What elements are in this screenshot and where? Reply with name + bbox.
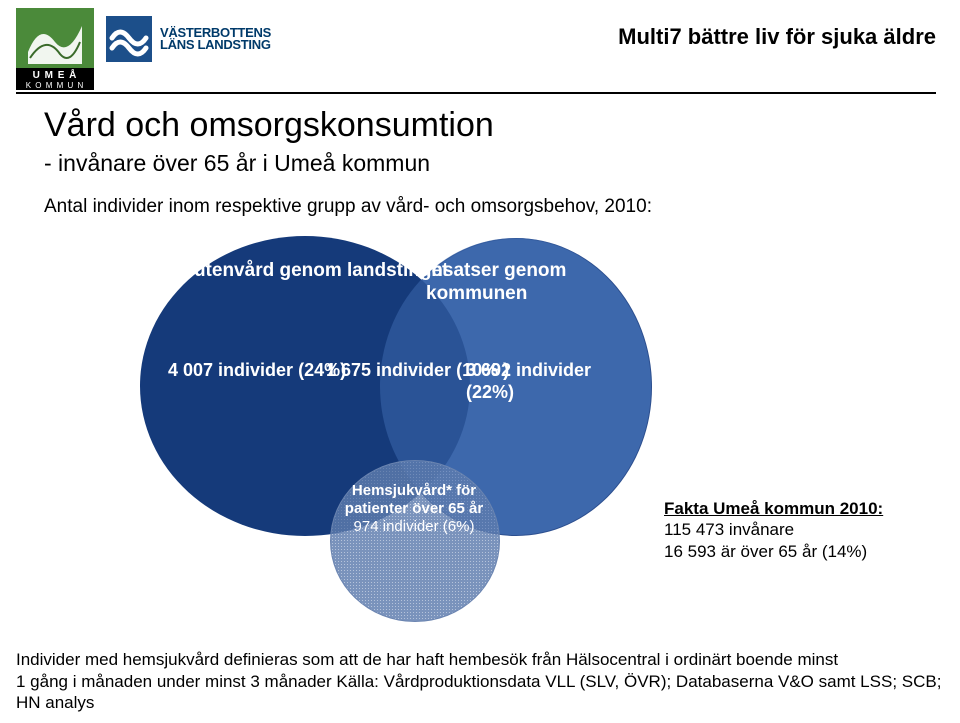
venn-bottom-l4: (6%)	[443, 518, 475, 535]
venn-right-label-l1: Insatser genom	[426, 260, 566, 281]
facts-line1: 115 473 invånare	[664, 519, 883, 540]
footnote-line2: 1 gång i månaden under minst 3 månader K…	[16, 671, 948, 714]
main-description: Antal individer inom respektive grupp av…	[44, 196, 652, 218]
main-title: Vård och omsorgskonsumtion	[44, 106, 494, 145]
header-divider	[16, 92, 936, 94]
venn-right-stat-l1: 3 692 individer	[466, 360, 591, 380]
facts-heading: Fakta Umeå kommun 2010:	[664, 498, 883, 519]
facts-line2: 16 593 är över 65 år (14%)	[664, 541, 883, 562]
footnote: Individer med hemsjukvård definieras som…	[16, 649, 948, 713]
facts-box: Fakta Umeå kommun 2010: 115 473 invånare…	[664, 498, 883, 562]
footnote-line1: Individer med hemsjukvård definieras som…	[16, 649, 948, 670]
venn-bottom-l2: patienter över 65 år	[345, 500, 483, 517]
venn-right-stat-l2: (22%)	[466, 382, 514, 402]
venn-left-label: Slutenvård genom landstinget	[176, 260, 448, 283]
main-subtitle: - invånare över 65 år i Umeå kommun	[44, 150, 430, 177]
venn-right-label-l2: kommunen	[426, 283, 527, 304]
slide-header-title: Multi7 bättre liv för sjuka äldre	[618, 24, 936, 50]
svg-text:U M E Å: U M E Å	[33, 68, 78, 81]
slide: U M E Å K O M M U N VÄSTERBOTTENS LÄNS L…	[0, 0, 960, 723]
venn-left-label-l1: Slutenvård genom	[176, 260, 342, 281]
venn-mid-stat-l1: 1 675 individer	[326, 360, 451, 380]
vll-mark-icon	[106, 16, 152, 62]
umea-kommun-logo: U M E Å K O M M U N	[16, 8, 94, 95]
venn-bottom-stat: Hemsjukvård* för patienter över 65 år 97…	[338, 482, 490, 536]
venn-right-stat: 3 692 individer (22%)	[466, 360, 640, 403]
venn-bottom-l3: 974 individer	[354, 518, 439, 535]
svg-text:K O M M U N: K O M M U N	[26, 81, 85, 90]
venn-bottom-l1: Hemsjukvård* för	[352, 482, 476, 499]
venn-diagram: Slutenvård genom landstinget Insatser ge…	[140, 232, 640, 612]
venn-left-stat: 4 007 individer (24%)	[168, 360, 346, 382]
venn-left-stat-l1: 4 007 individer	[168, 360, 293, 380]
vasterbotten-logo: VÄSTERBOTTENS LÄNS LANDSTING	[106, 16, 271, 62]
vll-text-line2: LÄNS LANDSTING	[160, 39, 271, 51]
venn-right-label: Insatser genom kommunen	[426, 260, 640, 306]
